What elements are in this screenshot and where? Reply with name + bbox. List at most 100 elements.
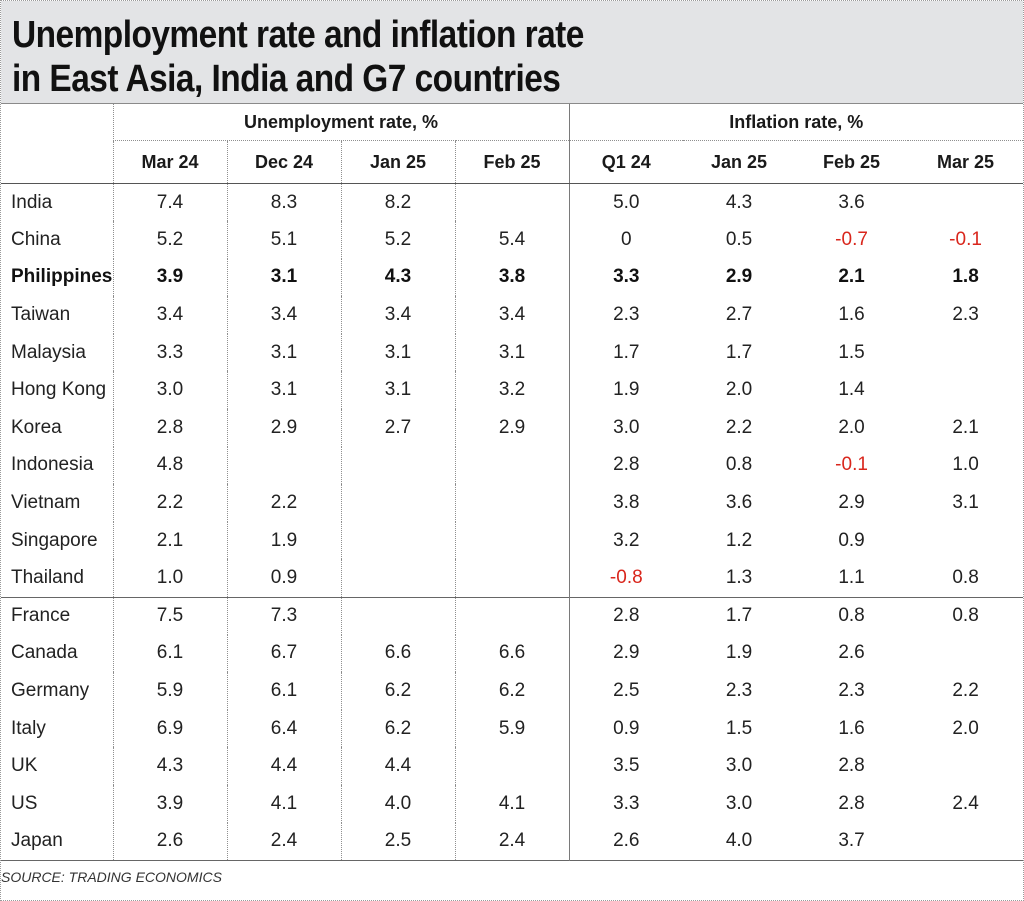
unemployment-value-cell: 3.1	[340, 371, 455, 410]
table-row: France 7.5 7.3 2.8 1.7 0.8 0.8	[1, 596, 1024, 635]
inflation-value-cell: 1.3	[725, 566, 753, 588]
data-table: Unemployment rate, % Inflation rate, % M…	[1, 104, 1024, 893]
inflation-value-cell: 0.9	[568, 709, 684, 748]
unemployment-value-cell: 6.9	[112, 709, 227, 748]
unemployment-value-cell: 6.6	[454, 634, 570, 673]
inflation-value-cell: 0.8	[952, 566, 979, 588]
inflation-value-cell	[908, 184, 1023, 222]
inflation-value-cell: 3.0	[568, 409, 684, 447]
inflation-value-cell: 1.0	[952, 454, 979, 476]
inflation-value-cell: 2.7	[725, 304, 753, 326]
unemployment-value-cell: 3.1	[226, 371, 341, 410]
unemployment-value-cell: 3.8	[454, 258, 570, 297]
unemployment-value-cell: 3.2	[454, 371, 570, 410]
unemployment-value-cell: 2.8	[112, 409, 227, 447]
unemployment-value-cell: 2.2	[112, 484, 227, 522]
unemployment-value-cell: 3.1	[226, 333, 341, 372]
unemployment-value-cell: 7.4	[112, 183, 227, 222]
unemployment-value-cell	[454, 484, 570, 522]
inflation-value-cell: 2.5	[568, 672, 684, 710]
inflation-value-cell: 3.1	[952, 492, 979, 514]
country-label: Japan	[11, 830, 63, 852]
chart-title-line-2: in East Asia, India and G7 countries	[12, 58, 561, 100]
unemployment-value-cell: 7.3	[226, 596, 341, 635]
unemployment-value-cell: 6.2	[340, 709, 455, 748]
unemployment-value-cell: 3.4	[340, 296, 455, 334]
title-band: Unemployment rate and inflation rate in …	[1, 1, 1023, 104]
inflation-value-cell: 3.7	[838, 830, 865, 852]
unemployment-value-cell: 2.4	[226, 822, 341, 861]
inflation-value-cell: 2.3	[952, 304, 979, 326]
unemployment-value-cell: 4.3	[112, 747, 227, 785]
country-label: Taiwan	[11, 304, 71, 326]
unemployment-value-cell: 2.6	[112, 822, 227, 861]
source-note: SOURCE: TRADING ECONOMICS	[1, 859, 1024, 893]
table-row: Indonesia 4.8 2.8 0.8 -0.1 1.0	[1, 446, 1023, 485]
inflation-value-cell: 3.3	[568, 785, 684, 823]
col-header: Mar 25	[908, 140, 1024, 184]
unemployment-value-cell: 5.4	[454, 221, 570, 259]
inflation-value-cell: 2.4	[952, 792, 979, 814]
unemployment-value-cell: 5.2	[112, 221, 227, 259]
table-row: Malaysia 3.3 3.1 3.1 3.1 1.7 1.7 1.5	[1, 333, 1023, 372]
inflation-value-cell: 0.9	[838, 529, 865, 551]
unemployment-value-cell	[340, 559, 455, 598]
table-row: China 5.2 5.1 5.2 5.4 0 0.5 -0.7 -0.1	[1, 221, 1023, 259]
country-label: Indonesia	[11, 454, 94, 476]
inflation-value-cell	[908, 747, 1023, 785]
country-label: Thailand	[11, 566, 84, 588]
unemployment-value-cell: 0.9	[226, 559, 341, 598]
inflation-value-cell: 2.2	[952, 680, 979, 702]
inflation-value-cell: 1.6	[838, 304, 865, 326]
unemployment-value-cell: 4.1	[454, 785, 570, 823]
country-label: France	[1, 596, 113, 635]
country-label: Canada	[11, 642, 78, 664]
unemployment-value-cell	[226, 446, 341, 485]
inflation-value-cell: 2.0	[952, 717, 979, 739]
unemployment-value-cell	[340, 521, 455, 560]
inflation-value-cell: 2.8	[568, 446, 684, 485]
unemployment-value-cell: 3.1	[226, 258, 341, 297]
unemployment-value-cell	[454, 521, 570, 560]
inflation-value-cell: 2.9	[568, 634, 684, 673]
inflation-value-cell: 0.8	[725, 454, 753, 476]
inflation-value-cell	[908, 823, 1023, 861]
table-row: Hong Kong 3.0 3.1 3.1 3.2 1.9 2.0 1.4	[1, 371, 1023, 410]
inflation-value-cell: 3.6	[838, 191, 865, 213]
unemployment-value-cell: 6.4	[226, 709, 341, 748]
inflation-value-cell: 4.3	[725, 191, 753, 213]
inflation-value-cell: 2.6	[838, 642, 865, 664]
inflation-value-cell: 0.8	[908, 596, 1024, 635]
col-header: Jan 25	[340, 140, 455, 184]
inflation-value-cell: 2.8	[568, 596, 684, 635]
inflation-value-cell: 1.1	[838, 566, 865, 588]
table-row: Italy 6.9 6.4 6.2 5.9 0.9 1.5 1.6 2.0	[1, 709, 1023, 748]
unemployment-value-cell: 5.1	[226, 221, 341, 259]
inflation-value-cell	[908, 635, 1023, 673]
unemployment-value-cell: 2.4	[454, 822, 570, 861]
col-header: Feb 25	[795, 140, 909, 184]
unemployment-value-cell: 4.3	[340, 258, 455, 297]
unemployment-value-cell: 4.8	[112, 446, 227, 485]
unemployment-value-cell: 1.0	[112, 559, 227, 598]
unemployment-value-cell: 2.9	[226, 409, 341, 447]
table-row: Korea 2.8 2.9 2.7 2.9 3.0 2.2 2.0 2.1	[1, 409, 1023, 447]
unemployment-value-cell: 3.4	[226, 296, 341, 334]
inflation-value-cell: 2.0	[838, 416, 865, 438]
corner-cell-2	[1, 140, 113, 184]
unemployment-value-cell: 4.4	[340, 747, 455, 785]
inflation-value-cell: 1.5	[838, 341, 865, 363]
table-row: US 3.9 4.1 4.0 4.1 3.3 3.0 2.8 2.4	[1, 785, 1023, 823]
inflation-value-cell: 3.5	[568, 747, 684, 785]
inflation-value-cell: 3.3	[568, 258, 684, 297]
unemployment-value-cell	[454, 446, 570, 485]
table-row: Thailand 1.0 0.9 -0.8 1.3 1.1 0.8	[1, 559, 1023, 598]
inflation-value-cell: 1.6	[838, 717, 865, 739]
col-header: Q1 24	[568, 140, 684, 184]
unemployment-value-cell: 2.5	[340, 822, 455, 861]
unemployment-value-cell: 5.9	[112, 672, 227, 710]
unemployment-value-cell: 6.1	[112, 634, 227, 673]
unemployment-value-cell: 3.4	[112, 296, 227, 334]
group-header-unemployment: Unemployment rate, %	[112, 104, 570, 141]
country-label: Singapore	[11, 529, 98, 551]
